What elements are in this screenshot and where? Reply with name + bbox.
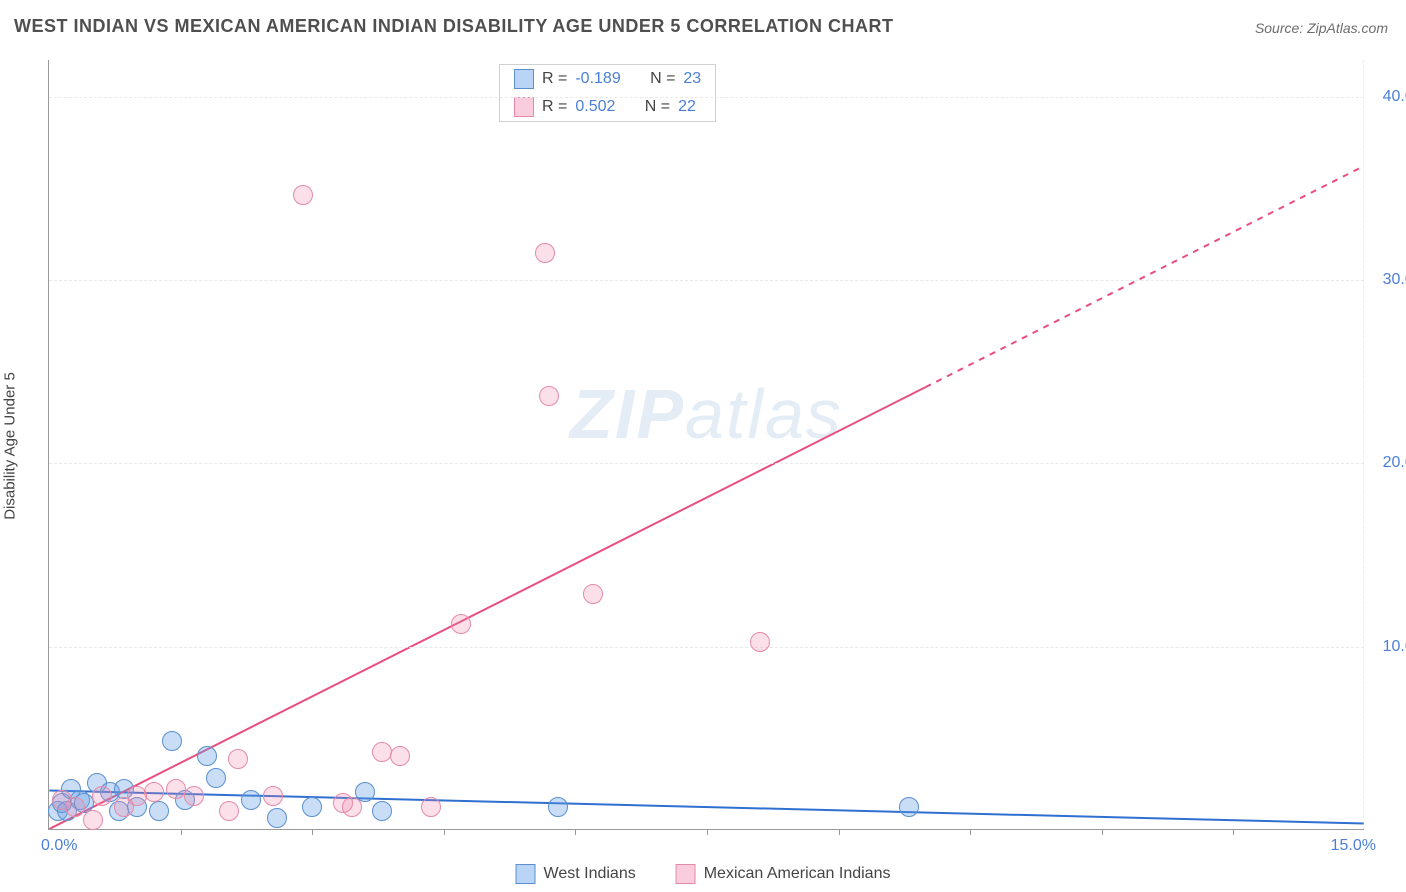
data-point	[342, 797, 362, 817]
series-swatch	[514, 69, 534, 89]
y-tick-label: 30.0%	[1383, 271, 1406, 289]
stat-N-value: 23	[683, 70, 701, 88]
stats-row: R = -0.189 N = 23	[500, 65, 715, 93]
data-point	[197, 746, 217, 766]
gridline-h	[49, 97, 1364, 98]
stat-R-value: 0.502	[575, 98, 615, 116]
data-point	[149, 801, 169, 821]
source-name: ZipAtlas.com	[1307, 20, 1388, 36]
legend: West Indians Mexican American Indians	[516, 864, 891, 884]
x-tick-max: 15.0%	[1331, 837, 1376, 855]
plot-area: ZIPatlas 0.0% 15.0% R = -0.189 N = 23R =…	[48, 60, 1364, 830]
data-point	[263, 786, 283, 806]
gridline-h	[49, 280, 1364, 281]
data-point	[390, 746, 410, 766]
data-point	[241, 790, 261, 810]
y-axis-label: Disability Age Under 5	[2, 298, 19, 446]
stat-N-label: N =	[650, 70, 675, 88]
x-tick-mark	[444, 829, 445, 835]
y-tick-label: 40.0%	[1383, 88, 1406, 106]
stat-N-label: N =	[645, 98, 670, 116]
data-point	[548, 797, 568, 817]
data-point	[219, 801, 239, 821]
data-point	[206, 768, 226, 788]
data-point	[583, 584, 603, 604]
source-label: Source: ZipAtlas.com	[1255, 20, 1388, 36]
data-point	[293, 185, 313, 205]
stat-R-value: -0.189	[575, 70, 620, 88]
data-point	[421, 797, 441, 817]
data-point	[539, 386, 559, 406]
legend-swatch	[676, 864, 696, 884]
x-tick-mark	[181, 829, 182, 835]
data-point	[535, 243, 555, 263]
watermark: ZIPatlas	[570, 374, 843, 454]
legend-item: West Indians	[516, 864, 636, 884]
y-tick-label: 10.0%	[1383, 638, 1406, 656]
stat-R-label: R =	[542, 98, 567, 116]
data-point	[184, 786, 204, 806]
data-point	[83, 810, 103, 830]
chart-container: WEST INDIAN VS MEXICAN AMERICAN INDIAN D…	[0, 0, 1406, 892]
data-point	[144, 782, 164, 802]
data-point	[92, 786, 112, 806]
x-tick-min: 0.0%	[41, 837, 77, 855]
x-tick-mark	[839, 829, 840, 835]
x-tick-mark	[970, 829, 971, 835]
trend-lines	[49, 60, 1364, 829]
x-tick-mark	[575, 829, 576, 835]
data-point	[372, 801, 392, 821]
x-tick-mark	[1102, 829, 1103, 835]
x-tick-mark	[1233, 829, 1234, 835]
x-tick-mark	[312, 829, 313, 835]
x-tick-mark	[707, 829, 708, 835]
y-tick-label: 20.0%	[1383, 454, 1406, 472]
stats-box: R = -0.189 N = 23R = 0.502 N = 22	[499, 64, 716, 122]
data-point	[451, 614, 471, 634]
legend-label: West Indians	[544, 865, 636, 883]
data-point	[65, 797, 85, 817]
right-border	[1363, 60, 1364, 829]
stat-R-label: R =	[542, 70, 567, 88]
legend-label: Mexican American Indians	[704, 865, 891, 883]
series-swatch	[514, 97, 534, 117]
data-point	[162, 731, 182, 751]
data-point	[267, 808, 287, 828]
data-point	[899, 797, 919, 817]
chart-title: WEST INDIAN VS MEXICAN AMERICAN INDIAN D…	[14, 16, 894, 37]
data-point	[750, 632, 770, 652]
legend-swatch	[516, 864, 536, 884]
legend-item: Mexican American Indians	[676, 864, 891, 884]
source-prefix: Source:	[1255, 20, 1307, 36]
data-point	[302, 797, 322, 817]
data-point	[228, 749, 248, 769]
stat-N-value: 22	[678, 98, 696, 116]
gridline-h	[49, 463, 1364, 464]
gridline-h	[49, 647, 1364, 648]
